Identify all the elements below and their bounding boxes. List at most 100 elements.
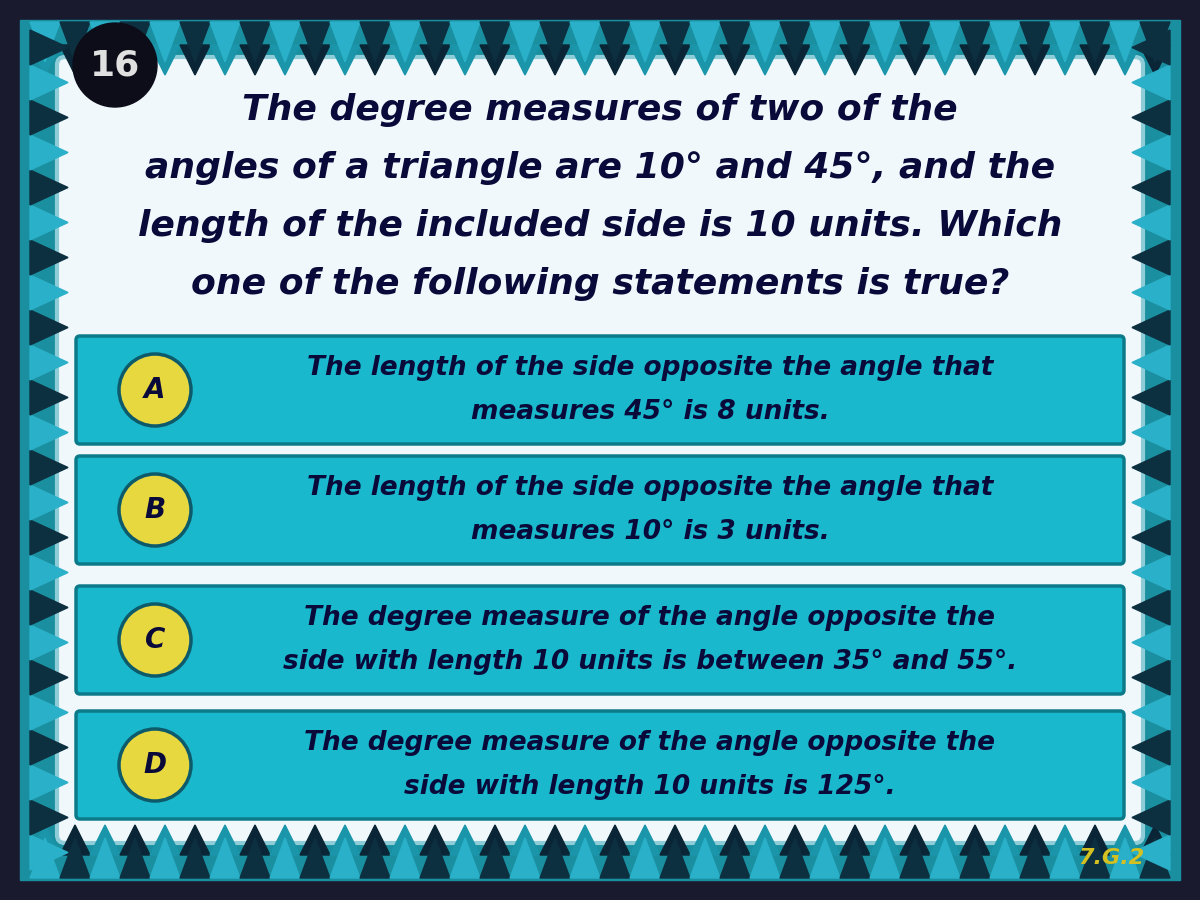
Polygon shape	[1132, 695, 1170, 730]
Polygon shape	[30, 765, 68, 800]
Polygon shape	[900, 838, 930, 878]
Polygon shape	[270, 22, 300, 62]
Polygon shape	[540, 45, 570, 75]
Polygon shape	[870, 22, 900, 62]
Polygon shape	[210, 45, 240, 75]
Polygon shape	[1110, 838, 1140, 878]
Polygon shape	[840, 22, 870, 62]
Polygon shape	[30, 275, 68, 310]
Polygon shape	[1132, 100, 1170, 135]
Text: angles of a triangle are 10° and 45°, and the: angles of a triangle are 10° and 45°, an…	[145, 151, 1055, 185]
Polygon shape	[330, 45, 360, 75]
Polygon shape	[630, 838, 660, 878]
Polygon shape	[1110, 22, 1140, 62]
Polygon shape	[540, 838, 570, 878]
Polygon shape	[330, 22, 360, 62]
Polygon shape	[180, 45, 210, 75]
Polygon shape	[990, 825, 1020, 855]
Polygon shape	[150, 838, 180, 878]
Polygon shape	[1132, 240, 1170, 275]
Polygon shape	[30, 660, 68, 695]
Polygon shape	[1132, 380, 1170, 415]
Polygon shape	[720, 45, 750, 75]
Polygon shape	[180, 825, 210, 855]
Polygon shape	[600, 22, 630, 62]
Polygon shape	[210, 825, 240, 855]
Polygon shape	[960, 838, 990, 878]
Polygon shape	[1050, 825, 1080, 855]
Polygon shape	[360, 838, 390, 878]
FancyBboxPatch shape	[58, 57, 1142, 843]
Polygon shape	[900, 45, 930, 75]
Polygon shape	[1110, 825, 1140, 855]
Polygon shape	[750, 825, 780, 855]
Polygon shape	[1140, 825, 1170, 855]
Polygon shape	[1132, 625, 1170, 660]
Polygon shape	[30, 45, 60, 75]
Polygon shape	[690, 45, 720, 75]
Polygon shape	[1050, 22, 1080, 62]
Polygon shape	[330, 825, 360, 855]
Polygon shape	[600, 45, 630, 75]
Polygon shape	[780, 45, 810, 75]
Polygon shape	[1132, 555, 1170, 590]
Polygon shape	[960, 825, 990, 855]
Polygon shape	[1132, 310, 1170, 345]
Text: side with length 10 units is 125°.: side with length 10 units is 125°.	[404, 774, 896, 800]
Polygon shape	[1132, 765, 1170, 800]
Circle shape	[119, 354, 191, 426]
Polygon shape	[990, 22, 1020, 62]
Polygon shape	[1132, 65, 1170, 100]
Polygon shape	[1020, 45, 1050, 75]
Polygon shape	[660, 825, 690, 855]
Polygon shape	[60, 22, 90, 62]
Polygon shape	[750, 838, 780, 878]
Circle shape	[119, 474, 191, 546]
Polygon shape	[450, 45, 480, 75]
Text: The degree measure of the angle opposite the: The degree measure of the angle opposite…	[305, 730, 996, 756]
Polygon shape	[510, 825, 540, 855]
Polygon shape	[780, 825, 810, 855]
Text: B: B	[144, 496, 166, 524]
Polygon shape	[540, 825, 570, 855]
Polygon shape	[360, 825, 390, 855]
Polygon shape	[1132, 450, 1170, 485]
Polygon shape	[1050, 45, 1080, 75]
Polygon shape	[810, 825, 840, 855]
Polygon shape	[480, 45, 510, 75]
Polygon shape	[810, 838, 840, 878]
Text: The degree measure of the angle opposite the: The degree measure of the angle opposite…	[305, 605, 996, 631]
Polygon shape	[630, 45, 660, 75]
Polygon shape	[960, 22, 990, 62]
Polygon shape	[180, 838, 210, 878]
Polygon shape	[30, 730, 68, 765]
Polygon shape	[660, 22, 690, 62]
Polygon shape	[30, 415, 68, 450]
Polygon shape	[510, 22, 540, 62]
Polygon shape	[1132, 800, 1170, 835]
Polygon shape	[1080, 45, 1110, 75]
Polygon shape	[90, 825, 120, 855]
Polygon shape	[30, 590, 68, 625]
Polygon shape	[1132, 660, 1170, 695]
Polygon shape	[60, 825, 90, 855]
Polygon shape	[270, 45, 300, 75]
Polygon shape	[840, 825, 870, 855]
Text: C: C	[145, 626, 166, 654]
Polygon shape	[210, 838, 240, 878]
Polygon shape	[390, 22, 420, 62]
Polygon shape	[420, 838, 450, 878]
Polygon shape	[600, 838, 630, 878]
Polygon shape	[750, 22, 780, 62]
Polygon shape	[420, 45, 450, 75]
Circle shape	[119, 604, 191, 676]
Polygon shape	[720, 22, 750, 62]
Polygon shape	[120, 22, 150, 62]
Text: 7.G.2: 7.G.2	[1079, 848, 1145, 868]
Polygon shape	[300, 22, 330, 62]
Polygon shape	[360, 22, 390, 62]
Polygon shape	[690, 825, 720, 855]
Polygon shape	[450, 825, 480, 855]
Circle shape	[73, 23, 157, 107]
Circle shape	[119, 729, 191, 801]
